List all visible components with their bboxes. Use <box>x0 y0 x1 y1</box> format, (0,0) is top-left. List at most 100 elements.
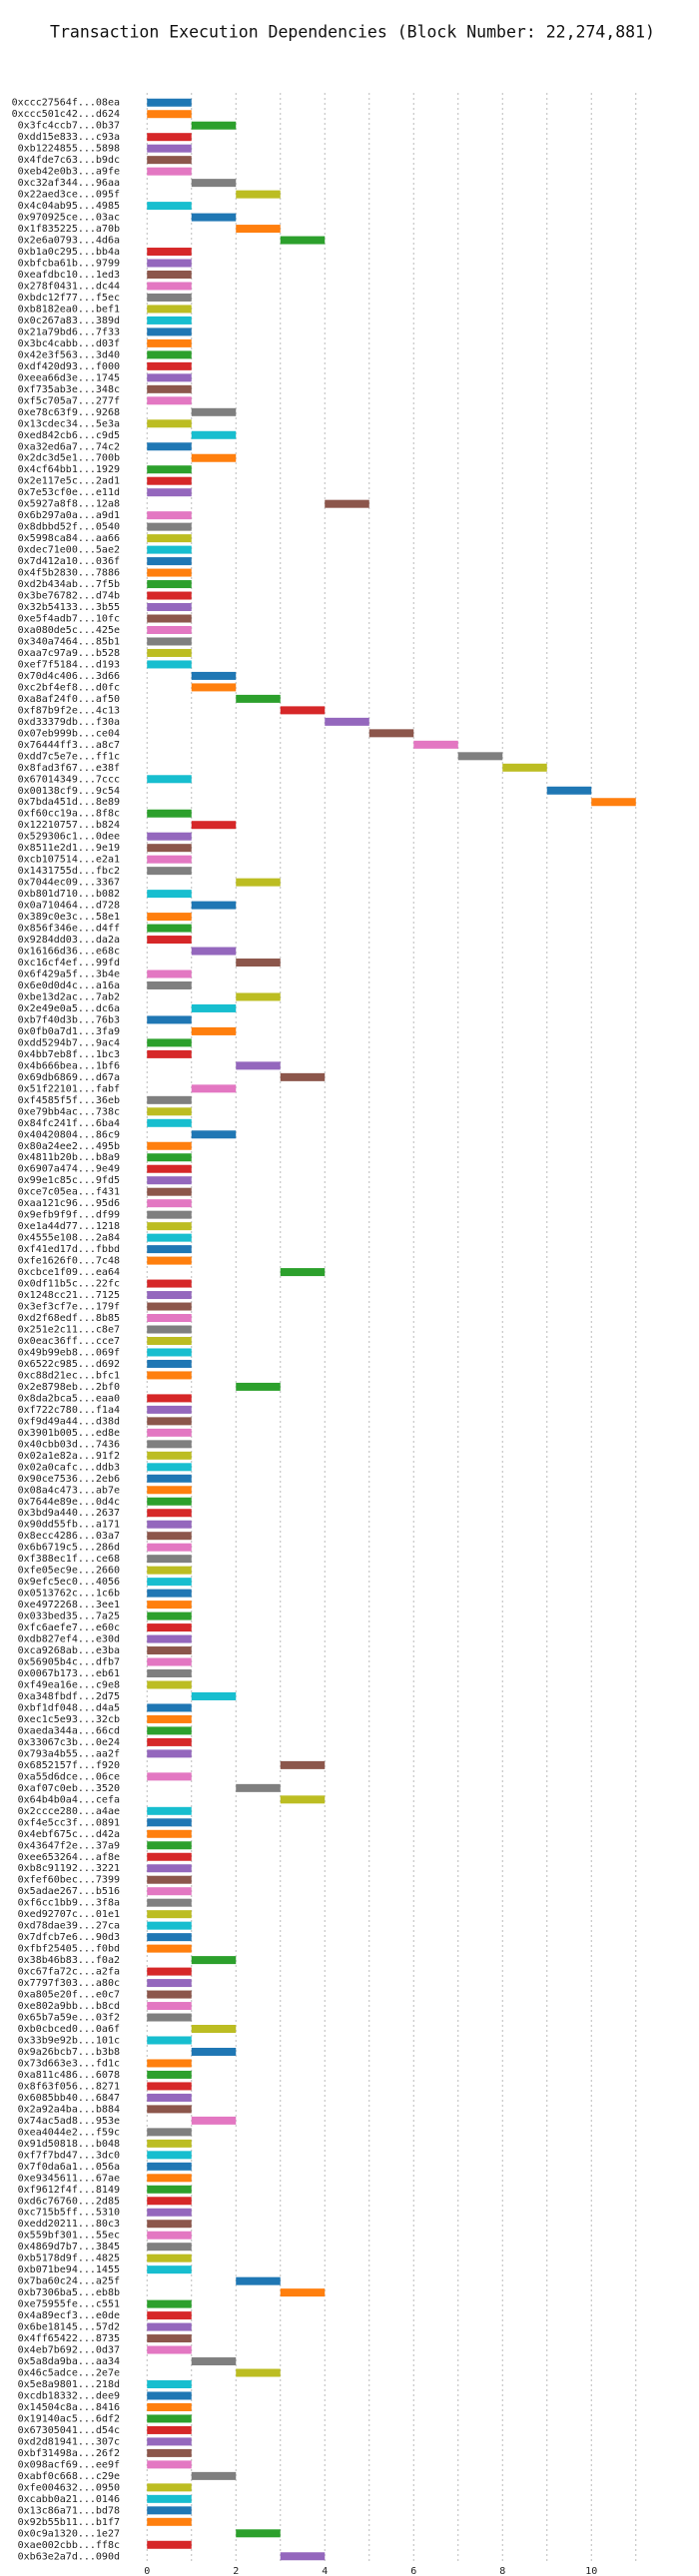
bar <box>147 1532 192 1541</box>
y-tick-label: 0x43647f2e...37a9 <box>18 1840 120 1851</box>
bar <box>147 202 192 211</box>
bar <box>236 2529 281 2538</box>
bar <box>147 1187 192 1196</box>
bar <box>147 2208 192 2217</box>
y-tick-label: 0x5adae267...b516 <box>18 1886 120 1897</box>
bar <box>147 1887 192 1896</box>
y-tick-label: 0xcbce1f09...ea64 <box>18 1267 120 1278</box>
bar <box>368 729 414 738</box>
bar <box>191 2471 237 2480</box>
bar <box>236 992 281 1001</box>
y-tick-label: 0xfe004632...0950 <box>18 2482 120 2493</box>
y-tick-label: 0x9efb9f9f...df99 <box>18 1210 120 1221</box>
bar <box>147 305 192 314</box>
y-tick-label: 0x4b666bea...1bf6 <box>18 1060 120 1071</box>
y-tick-label: 0x4fde7c63...b9dc <box>18 155 120 166</box>
bar <box>147 1107 192 1116</box>
y-tick-label: 0x90dd55fb...a171 <box>18 1520 120 1531</box>
bar <box>147 1325 192 1334</box>
bar <box>147 1371 192 1380</box>
y-tick-label: 0x559bf301...55ec <box>18 2231 120 2242</box>
bar <box>147 248 192 257</box>
bar <box>147 980 192 989</box>
bar <box>147 1497 192 1506</box>
y-tick-label: 0x5998ca84...aa66 <box>18 533 120 544</box>
bar <box>147 1646 192 1655</box>
y-tick-label: 0xca9268ab...e3ba <box>18 1645 120 1656</box>
y-tick-label: 0xb8182ea0...bef1 <box>18 304 120 315</box>
bar <box>191 1026 237 1035</box>
bar <box>147 2517 192 2526</box>
y-tick-label: 0xfbf25405...f0bd <box>18 1944 120 1955</box>
y-tick-label: 0x8dbbd52f...0540 <box>18 522 120 533</box>
bar <box>147 775 192 784</box>
bar <box>147 1279 192 1288</box>
bar <box>147 1405 192 1414</box>
bar <box>147 2013 192 2022</box>
bar <box>147 1818 192 1827</box>
bar <box>191 407 237 416</box>
y-tick-label: 0x70d4c406...3d66 <box>18 671 120 682</box>
y-tick-label: 0xcdb18332...dee9 <box>18 2390 120 2401</box>
bar <box>147 648 192 657</box>
bar <box>147 1509 192 1518</box>
bar <box>191 213 237 222</box>
bar <box>147 1176 192 1185</box>
y-tick-label: 0xd2b434ab...7f5b <box>18 579 120 590</box>
y-tick-label: 0xfc6aefe7...e60c <box>18 1622 120 1633</box>
y-tick-label: 0x8da2bca5...eaa0 <box>18 1393 120 1404</box>
y-tick-label: 0xaa121c96...95d6 <box>18 1198 120 1209</box>
bar <box>147 2322 192 2331</box>
y-tick-label: 0x4a89ecf3...e0de <box>18 2310 120 2321</box>
y-tick-label: 0xaeda344a...66cd <box>18 1725 120 1736</box>
y-tick-label: 0xe9345611...67ae <box>18 2173 120 2184</box>
bar <box>191 2357 237 2366</box>
bar <box>191 121 237 130</box>
bar <box>147 1118 192 1127</box>
y-tick-label: 0xf4585f5f...36eb <box>18 1095 120 1106</box>
bar <box>147 1578 192 1587</box>
bar <box>147 110 192 119</box>
y-tick-label: 0x1f835225...a70b <box>18 224 120 235</box>
bar <box>147 1336 192 1345</box>
bar <box>147 1979 192 1988</box>
bar <box>147 1680 192 1689</box>
y-tick-label: 0x0c267a83...389d <box>18 316 120 326</box>
y-tick-label: 0x0513762c...1c6b <box>18 1589 120 1600</box>
y-tick-label: 0xce7c05ea...f431 <box>18 1187 120 1198</box>
bar <box>236 2276 281 2285</box>
bar <box>147 338 192 347</box>
y-tick-label: 0x529306c1...0dee <box>18 832 120 843</box>
bar <box>147 2070 192 2079</box>
y-tick-label: 0xa32ed6a7...74c2 <box>18 441 120 452</box>
y-tick-label: 0x4f5b2830...7886 <box>18 568 120 579</box>
bar <box>147 2036 192 2045</box>
y-tick-label: 0xf9612f4f...8149 <box>18 2185 120 2196</box>
y-tick-label: 0xe5f4adb7...10fc <box>18 614 120 625</box>
chart-title: Transaction Execution Dependencies (Bloc… <box>50 23 655 42</box>
y-tick-label: 0x12210757...b824 <box>18 820 120 831</box>
bar <box>191 453 237 462</box>
y-tick-label: 0x32b54133...3b55 <box>18 602 120 613</box>
y-tick-label: 0x08a4c473...ab7e <box>18 1485 120 1496</box>
y-tick-label: 0x278f0431...dc44 <box>18 281 120 292</box>
bar <box>147 2437 192 2446</box>
y-tick-label: 0x4ff65422...8735 <box>18 2333 120 2344</box>
bar <box>280 706 326 715</box>
y-tick-label: 0x6085bb40...6847 <box>18 2093 120 2104</box>
bar <box>147 476 192 485</box>
y-tick-label: 0x9efc5ec0...4056 <box>18 1577 120 1588</box>
bar <box>147 293 192 302</box>
y-tick-label: 0xea4044e2...f59c <box>18 2127 120 2138</box>
bar <box>147 2059 192 2068</box>
bar <box>191 2047 237 2056</box>
bar <box>147 1417 192 1426</box>
bar <box>147 488 192 497</box>
y-tick-label: 0x3be76782...d74b <box>18 591 120 602</box>
x-tick-label: 6 <box>410 2566 416 2576</box>
bar <box>147 144 192 153</box>
bar <box>147 1153 192 1162</box>
y-tick-label: 0x7f0da6a1...056a <box>18 2162 120 2173</box>
y-tick-label: 0x3ef3cf7e...179f <box>18 1302 120 1313</box>
